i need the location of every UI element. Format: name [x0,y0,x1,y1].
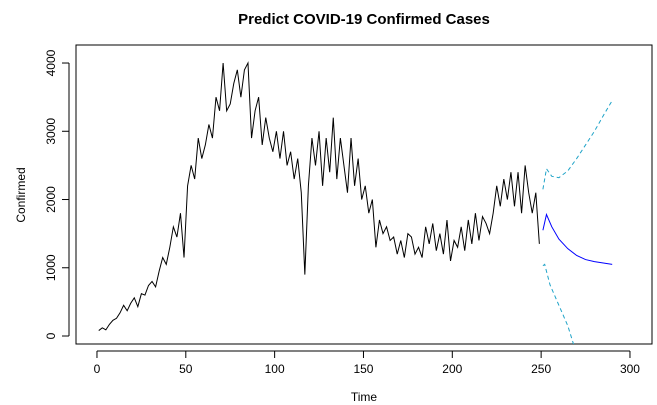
series-line [542,212,613,265]
plot-box [75,44,653,345]
x-tick-label: 300 [620,362,640,376]
y-tick-label: 4000 [44,49,58,76]
y-axis-label: Confirmed [14,167,28,222]
y-tick-label: 3000 [44,118,58,145]
plot-area [98,61,613,344]
y-tick-label: 2000 [44,186,58,213]
x-tick-label: 100 [265,362,285,376]
y-tick-label: 1000 [44,254,58,281]
x-tick-label: 250 [531,362,551,376]
x-tick-label: 150 [353,362,373,376]
series-line [542,263,575,344]
x-tick-label: 200 [442,362,462,376]
y-tick-label: 0 [44,332,58,339]
series-line [542,100,613,190]
x-tick-label: 50 [179,362,193,376]
x-tick-label: 0 [94,362,101,376]
series-line [98,61,540,331]
chart-title: Predict COVID-19 Confirmed Cases [238,11,490,28]
x-axis-label: Time [351,390,378,404]
